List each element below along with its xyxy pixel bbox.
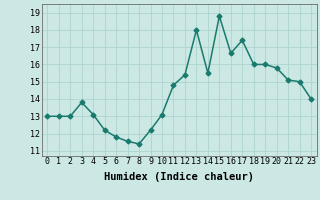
X-axis label: Humidex (Indice chaleur): Humidex (Indice chaleur) xyxy=(104,172,254,182)
